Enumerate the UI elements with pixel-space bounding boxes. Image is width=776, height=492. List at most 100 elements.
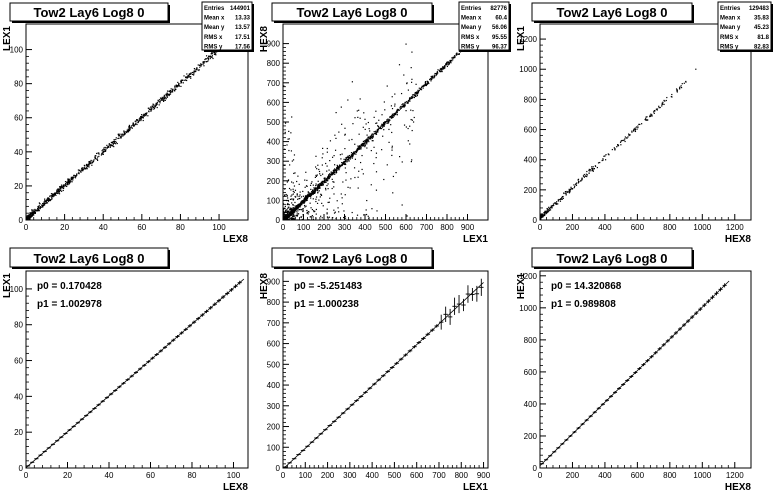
- scatter-point: [556, 203, 558, 205]
- scatter-point: [308, 211, 310, 213]
- scatter-point: [286, 215, 289, 218]
- scatter-point: [129, 129, 131, 132]
- scatter-point: [449, 61, 452, 63]
- chart-panel-5: 0 100 200 300 400 500 600 700 800 900010020030040…: [259, 247, 491, 492]
- scatter-point: [403, 74, 405, 76]
- scatter-point: [286, 211, 288, 213]
- y-tick-label: 600: [267, 98, 281, 107]
- scatter-point: [60, 188, 62, 190]
- scatter-point: [25, 220, 26, 221]
- scatter-point: [282, 221, 283, 222]
- scatter-point: [364, 140, 366, 142]
- scatter-point: [376, 129, 379, 131]
- scatter-point: [332, 173, 334, 175]
- scatter-point: [365, 140, 367, 142]
- scatter-point: [113, 139, 115, 141]
- x-tick-label: 800: [440, 223, 454, 232]
- scatter-point: [283, 221, 284, 222]
- scatter-point: [301, 204, 303, 206]
- scatter-point: [386, 121, 388, 123]
- scatter-point: [303, 199, 305, 202]
- scatter-point: [341, 123, 343, 125]
- scatter-point: [372, 135, 374, 137]
- scatter-point: [288, 149, 290, 152]
- scatter-point: [541, 216, 543, 218]
- scatter-point: [309, 202, 311, 204]
- scatter-point: [460, 50, 462, 52]
- x-tick-label: 40: [105, 471, 114, 480]
- scatter-point: [444, 65, 446, 67]
- scatter-point: [599, 161, 601, 164]
- scatter-point: [291, 217, 293, 219]
- scatter-point: [559, 200, 562, 202]
- scatter-point: [283, 220, 284, 221]
- scatter-point: [74, 175, 77, 177]
- scatter-point: [161, 99, 164, 101]
- scatter-point: [129, 127, 131, 129]
- scatter-point: [333, 186, 335, 188]
- scatter-point: [291, 198, 293, 200]
- x-tick-label: 800: [663, 223, 677, 232]
- scatter-point: [143, 113, 145, 115]
- scatter-point: [104, 150, 107, 152]
- scatter-point: [120, 135, 122, 138]
- scatter-point: [545, 211, 547, 213]
- scatter-point: [571, 188, 573, 190]
- scatter-point: [390, 115, 393, 117]
- scatter-point: [550, 205, 552, 207]
- stats-label: Mean y: [720, 25, 741, 31]
- scatter-point: [617, 144, 620, 146]
- scatter-point: [291, 116, 293, 118]
- x-tick-label: 80: [176, 223, 185, 232]
- scatter-point: [661, 105, 663, 107]
- scatter-point: [426, 81, 428, 83]
- scatter-point: [46, 198, 49, 200]
- scatter-point: [391, 113, 394, 115]
- scatter-point: [293, 210, 295, 212]
- scatter-point: [423, 84, 425, 86]
- scatter-point: [292, 218, 295, 220]
- scatter-point: [27, 217, 29, 219]
- scatter-point: [391, 145, 393, 147]
- y-tick-label: 0: [19, 216, 24, 225]
- scatter-point: [396, 112, 398, 114]
- scatter-point: [405, 126, 407, 128]
- scatter-point: [361, 168, 363, 171]
- x-tick-label: 40: [99, 223, 108, 232]
- y-tick-label: 600: [524, 126, 538, 135]
- scatter-point: [44, 202, 46, 205]
- scatter-point: [348, 157, 350, 159]
- scatter-point: [394, 112, 396, 115]
- y-tick-label: 400: [267, 381, 281, 390]
- scatter-point: [430, 80, 432, 82]
- scatter-point: [304, 186, 306, 188]
- scatter-point: [356, 214, 359, 216]
- scatter-point: [283, 221, 284, 222]
- scatter-point: [51, 198, 53, 200]
- scatter-point: [68, 182, 70, 184]
- scatter-point: [186, 79, 188, 82]
- scatter-point: [415, 83, 417, 85]
- scatter-point: [73, 174, 75, 177]
- scatter-point: [60, 184, 63, 186]
- scatter-point: [540, 215, 542, 217]
- scatter-point: [318, 185, 321, 188]
- scatter-point: [368, 127, 370, 130]
- scatter-point: [166, 96, 168, 98]
- scatter-point: [168, 90, 171, 92]
- scatter-point: [43, 204, 45, 207]
- scatter-point: [294, 172, 296, 174]
- title-box: [271, 247, 433, 268]
- scatter-point: [322, 153, 324, 155]
- scatter-point: [61, 190, 63, 192]
- scatter-point: [285, 216, 287, 218]
- scatter-point: [289, 209, 291, 211]
- scatter-point: [555, 202, 557, 204]
- scatter-point: [300, 203, 302, 205]
- scatter-point: [547, 210, 549, 213]
- x-tick-label: 100: [227, 471, 241, 480]
- scatter-point: [287, 202, 289, 205]
- scatter-point: [346, 156, 348, 159]
- scatter-point: [369, 137, 372, 139]
- scatter-point: [283, 203, 285, 205]
